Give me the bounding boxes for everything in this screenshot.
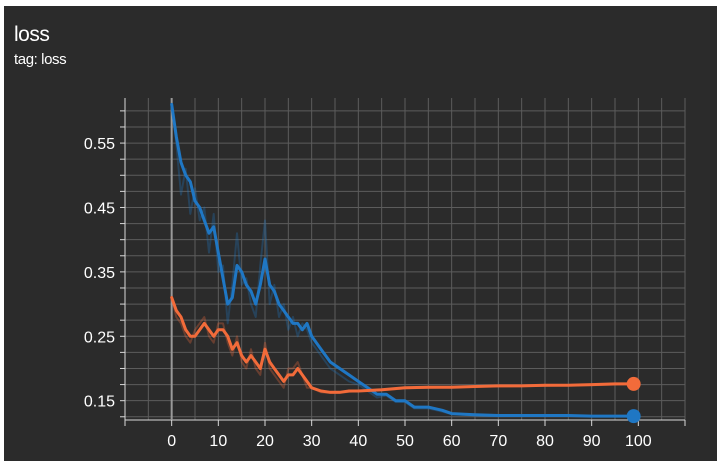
series-1-raw-line — [170, 297, 634, 394]
series-0-line — [170, 102, 636, 418]
series-0-raw-line — [170, 104, 634, 418]
series-0-end-marker — [626, 409, 641, 424]
x-tick-label: 90 — [583, 433, 601, 450]
x-tick-label: 40 — [349, 433, 367, 450]
chart-title: loss — [14, 23, 50, 46]
series-1-line — [170, 296, 636, 394]
y-tick-label: 0.45 — [84, 200, 115, 217]
x-tick-label: 50 — [396, 433, 414, 450]
series-1-end-marker — [626, 376, 641, 391]
grid — [124, 98, 686, 420]
x-tick-label: 0 — [167, 433, 176, 450]
chart-subtitle: tag: loss — [14, 51, 67, 68]
y-tick-label: 0.55 — [84, 136, 115, 153]
x-tick-label: 60 — [443, 433, 461, 450]
x-tick-label: 20 — [256, 433, 274, 450]
x-tick-label: 30 — [303, 433, 321, 450]
axes — [120, 98, 686, 426]
y-tick-label: 0.15 — [84, 394, 115, 411]
series — [170, 102, 641, 424]
x-tick-label: 80 — [536, 433, 554, 450]
y-tick-label: 0.35 — [84, 265, 115, 282]
y-tick-label: 0.25 — [84, 329, 115, 346]
x-tick-label: 70 — [489, 433, 507, 450]
x-tick-label: 100 — [625, 433, 652, 450]
tick-labels: 0.15 0.25 0.35 0.45 0.55 0 10 20 30 40 50 60 70 80 90 1… — [84, 136, 652, 450]
x-tick-label: 10 — [209, 433, 227, 450]
